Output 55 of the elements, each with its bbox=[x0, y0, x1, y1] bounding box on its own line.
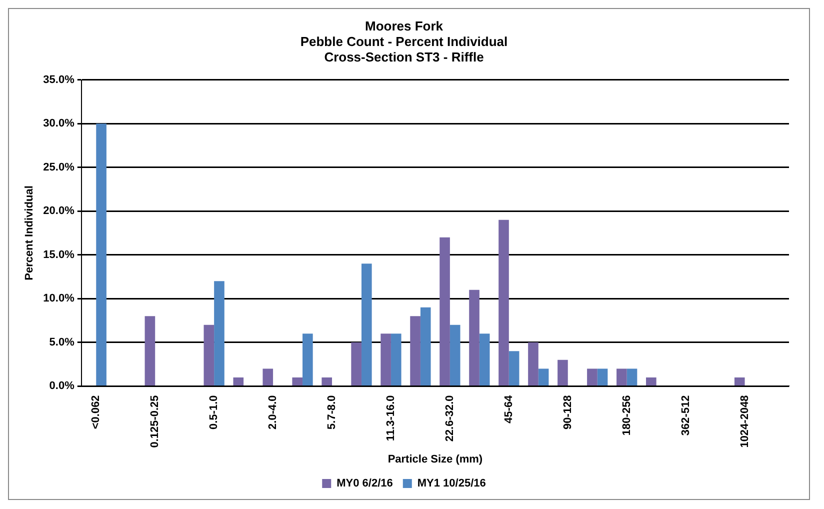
x-tick-label: 362-512 bbox=[680, 395, 692, 436]
bar bbox=[440, 237, 450, 386]
legend-label: MY0 6/2/16 bbox=[336, 478, 393, 490]
bar bbox=[380, 334, 391, 386]
bar bbox=[587, 368, 598, 386]
bar bbox=[597, 368, 608, 386]
legend-label: MY1 10/25/16 bbox=[417, 478, 486, 490]
bar bbox=[292, 377, 303, 386]
bar bbox=[144, 316, 156, 386]
x-tick-label: 45-64 bbox=[502, 394, 515, 424]
x-tick-label: 11.3-16.0 bbox=[385, 395, 397, 442]
x-tick-label: 90-128 bbox=[562, 395, 574, 430]
bar bbox=[262, 368, 274, 386]
x-tick-label: 2.0-4.0 bbox=[267, 395, 280, 430]
bar bbox=[479, 334, 490, 386]
bar bbox=[302, 334, 313, 386]
bar bbox=[96, 124, 106, 386]
bar bbox=[558, 360, 568, 386]
x-axis-title: Particle Size (mm) bbox=[388, 453, 483, 466]
bar bbox=[734, 377, 745, 386]
chart-title: Moores Fork Pebble Count - Percent Individual Cross-Section ST3 - Riffle bbox=[300, 18, 508, 65]
x-tick-label: 180-256 bbox=[620, 395, 633, 436]
bar bbox=[390, 334, 402, 386]
bar bbox=[420, 307, 431, 386]
bar bbox=[361, 264, 372, 386]
bar bbox=[616, 368, 627, 386]
y-tick-label: 15.0% bbox=[43, 248, 75, 261]
x-tick-label: 5.7-8.0 bbox=[326, 395, 338, 430]
bar bbox=[538, 368, 549, 386]
x-tick-label: 1024-2048 bbox=[738, 395, 751, 448]
bar bbox=[498, 220, 509, 386]
y-tick-label: 5.0% bbox=[49, 336, 75, 348]
y-tick-label: 25.0% bbox=[43, 161, 75, 174]
bar bbox=[214, 281, 224, 386]
y-tick-label: 35.0% bbox=[43, 74, 75, 86]
x-tick-label: 0.125-0.25 bbox=[149, 395, 162, 448]
y-tick-label: 20.0% bbox=[43, 205, 75, 218]
x-tick-label: 22.6-32.0 bbox=[444, 395, 456, 442]
bar bbox=[322, 377, 332, 386]
bar bbox=[351, 342, 362, 386]
bar bbox=[450, 324, 460, 386]
x-tick-label: 0.5-1.0 bbox=[208, 395, 220, 430]
bar bbox=[410, 316, 420, 386]
bar bbox=[233, 377, 244, 386]
y-tick-label: 30.0% bbox=[43, 118, 75, 130]
bar bbox=[469, 290, 480, 386]
bar bbox=[626, 368, 638, 386]
bar bbox=[646, 377, 656, 386]
bar bbox=[528, 342, 538, 386]
y-tick-label: 10.0% bbox=[43, 292, 75, 305]
y-axis-title: Percent Individual bbox=[24, 186, 36, 280]
x-tick-label: <0.062 bbox=[90, 395, 102, 430]
bar bbox=[204, 324, 214, 386]
y-tick-label: 0.0% bbox=[49, 380, 75, 392]
bar bbox=[508, 351, 520, 386]
